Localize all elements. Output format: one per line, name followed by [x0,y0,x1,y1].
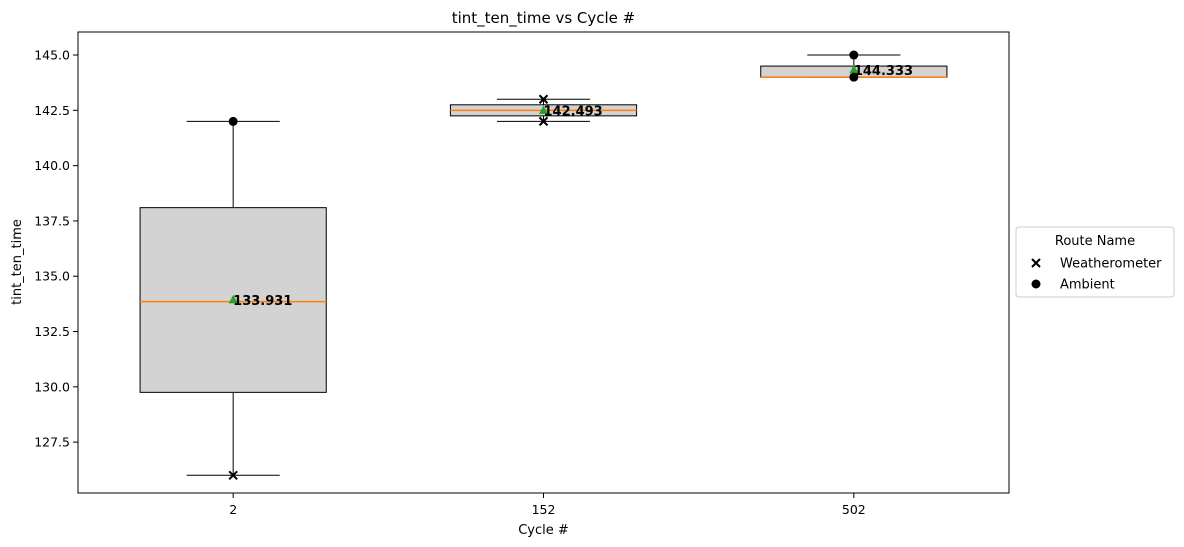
box-152: 142.493 [449,98,638,122]
legend-label: Ambient [1060,278,1115,293]
y-tick-label: 130.0 [34,379,70,394]
point-weatherometer [538,94,549,104]
point-ambient [228,116,238,126]
y-tick-label: 142.5 [34,103,70,118]
legend-label: Weatherometer [1060,257,1162,272]
legend-marker-x [1031,258,1041,268]
y-tick-label: 127.5 [34,435,70,450]
mean-label: 144.333 [854,64,913,79]
legend-box [1015,226,1175,298]
point-ambient [849,72,859,82]
chart-title: tint_ten_time vs Cycle # [452,9,636,28]
y-axis: 127.5 130.0 132.5 135.0 137.5 140.0 142.5 145.0 [34,48,78,450]
box-2: 133.931 [139,120,327,476]
y-tick-label: 145.0 [34,48,70,63]
point-weatherometer [538,116,549,127]
x-axis: 2 152 502 [229,493,866,517]
x-axis-label: Cycle # [518,523,569,538]
legend: Route Name Weatherometer Ambient [1015,226,1175,298]
y-tick-label: 132.5 [34,324,70,339]
mean-marker [539,105,548,114]
x-tick-label: 152 [532,502,556,517]
point-ambient [849,50,859,60]
y-tick-label: 135.0 [34,269,70,284]
mean-marker [228,294,238,304]
legend-entry-weatherometer: Weatherometer [1031,257,1162,272]
legend-marker-circle [1031,279,1041,289]
y-tick-label: 137.5 [34,213,70,228]
legend-entry-ambient: Ambient [1031,278,1115,293]
x-tick-label: 2 [229,502,237,517]
point-weatherometer [228,470,238,481]
data-points [228,50,859,481]
legend-title: Route Name [1055,234,1135,249]
mean-label: 142.493 [544,104,603,119]
x-tick-label: 502 [842,502,866,517]
y-axis-label: tint_ten_time [10,219,25,305]
y-tick-label: 140.0 [34,158,70,173]
boxes: 133.931 142.493 144.333 [139,54,948,476]
mean-label: 133.931 [233,294,292,309]
mean-marker [849,64,859,74]
